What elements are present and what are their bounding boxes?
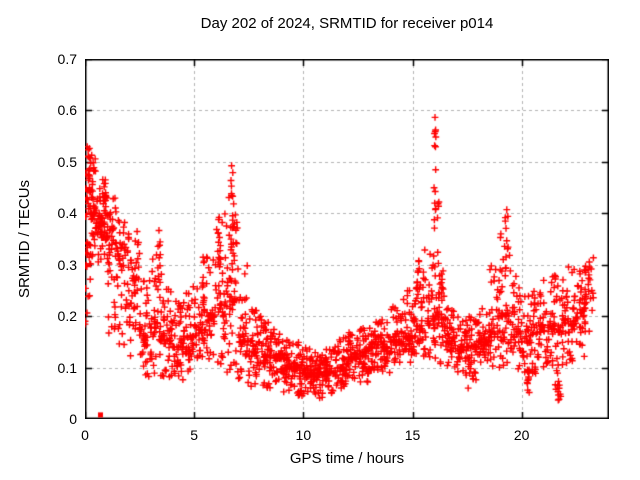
y-tick-label: 0.7 (57, 51, 77, 67)
y-tick-label: 0.3 (57, 256, 77, 273)
y-tick-label: 0.4 (57, 205, 77, 222)
x-tick-label: 5 (190, 427, 199, 443)
y-tick-label: 0.1 (57, 359, 77, 376)
plot-frame (85, 59, 609, 419)
y-tick-label: 0 (69, 411, 77, 427)
x-axis-label: GPS time / hours (289, 450, 405, 467)
chart-title: Day 202 of 2024, SRMTID for receiver p01… (200, 15, 494, 32)
x-tick-label: 0 (81, 427, 89, 443)
x-tick-label: 20 (513, 427, 530, 443)
y-tick-label: 0.2 (57, 308, 77, 325)
y-axis-label: SRMTID / TECUs (16, 179, 33, 299)
y-tick-label: 0.5 (57, 153, 77, 170)
y-tick-label: 0.6 (57, 102, 77, 119)
x-tick-label: 15 (404, 427, 421, 443)
x-tick-label: 10 (295, 427, 312, 443)
plot-canvas (85, 59, 609, 419)
